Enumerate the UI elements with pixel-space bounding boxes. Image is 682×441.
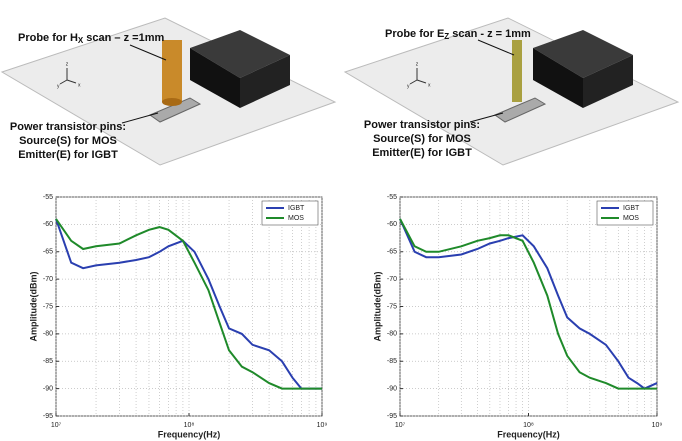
probe-tip [162, 98, 182, 106]
pins [493, 97, 547, 123]
y-tick-label: -90 [387, 385, 397, 392]
y-tick-label: -75 [43, 303, 53, 310]
probe [512, 40, 522, 102]
series-line [399, 218, 658, 390]
y-tick-label: -85 [43, 358, 53, 365]
chip-top [190, 30, 290, 78]
arrow [469, 112, 504, 123]
axis-letter: z [66, 61, 69, 67]
axis-x [66, 79, 77, 84]
y-tick-label: -75 [387, 303, 397, 310]
x-tick-label: 10⁹ [317, 422, 328, 429]
x-axis-label: Frequency(Hz) [158, 429, 221, 439]
y-tick-label: -85 [387, 358, 397, 365]
illustration-left: z y x Probe for HX scan – z =1mm Power t… [0, 17, 337, 166]
x-tick-label: 10⁷ [395, 422, 406, 429]
text: scan – z =1mm [83, 32, 164, 44]
axis-letter: x [78, 82, 81, 88]
probe-label: Probe for EZ scan - z = 1mm [385, 28, 531, 41]
axis-letter: x [428, 82, 431, 88]
pin-label: Source(S) for MOS [19, 135, 117, 147]
axis-letter: y [407, 83, 410, 89]
x-tick-label: 10⁹ [652, 422, 663, 429]
chip-side [190, 48, 240, 108]
y-tick-label: -70 [43, 276, 53, 283]
pin-label: Emitter(E) for IGBT [18, 149, 118, 161]
y-tick-label: -55 [43, 194, 53, 201]
axis-letter: z [416, 61, 419, 67]
legend-label: IGBT [623, 205, 640, 212]
chip-side [533, 48, 583, 108]
y-tick-label: -95 [43, 413, 53, 420]
text: Probe for H [18, 32, 78, 44]
text: scan - z = 1mm [449, 28, 531, 40]
y-tick-label: -80 [387, 331, 397, 338]
y-tick-label: -80 [43, 331, 53, 338]
series-line [55, 218, 322, 390]
chip-top [533, 30, 633, 78]
y-tick-label: -55 [387, 194, 397, 201]
chip-side [240, 55, 290, 108]
x-tick-label: 10⁷ [51, 422, 62, 429]
x-axis-label: Frequency(Hz) [497, 429, 560, 439]
subscript: X [78, 36, 84, 45]
x-tick-label: 10⁸ [523, 422, 534, 429]
y-tick-label: -60 [43, 221, 53, 228]
arrow [477, 39, 515, 56]
y-tick-label: -70 [387, 276, 397, 283]
probe [162, 40, 182, 102]
y-tick-label: -95 [387, 413, 397, 420]
illustration-right: z y x Probe for EZ scan - z = 1mm Power … [343, 17, 680, 166]
pin-label: Power transistor pins: [10, 121, 126, 133]
arrow [129, 44, 167, 61]
legend-label: IGBT [288, 205, 305, 212]
legend-box [261, 200, 319, 226]
text: Probe for E [385, 28, 444, 40]
y-axis-label: Amplitude(dBm) [28, 272, 38, 342]
axis-y [59, 79, 68, 85]
pin-label: Emitter(E) for IGBT [372, 147, 472, 159]
axis-x [416, 79, 427, 84]
pin-label: Source(S) for MOS [373, 133, 471, 145]
x-tick-label: 10⁸ [184, 422, 195, 429]
series-line [55, 218, 322, 390]
chip-side [583, 55, 633, 108]
plane [343, 17, 680, 166]
legend-label: MOS [288, 215, 304, 222]
y-tick-label: -65 [387, 249, 397, 256]
arrow [121, 112, 159, 124]
y-tick-label: -65 [43, 249, 53, 256]
axis-letter: y [57, 83, 60, 89]
legend-label: MOS [623, 215, 639, 222]
axis-y [409, 79, 418, 85]
y-tick-label: -60 [387, 221, 397, 228]
subscript: Z [444, 32, 449, 41]
pin-label: Power transistor pins: [364, 119, 480, 131]
y-axis-label: Amplitude(dBm) [372, 272, 382, 342]
series-line [399, 218, 657, 390]
legend-box [596, 200, 654, 226]
y-tick-label: -90 [43, 385, 53, 392]
probe-label: Probe for HX scan – z =1mm [18, 32, 164, 45]
